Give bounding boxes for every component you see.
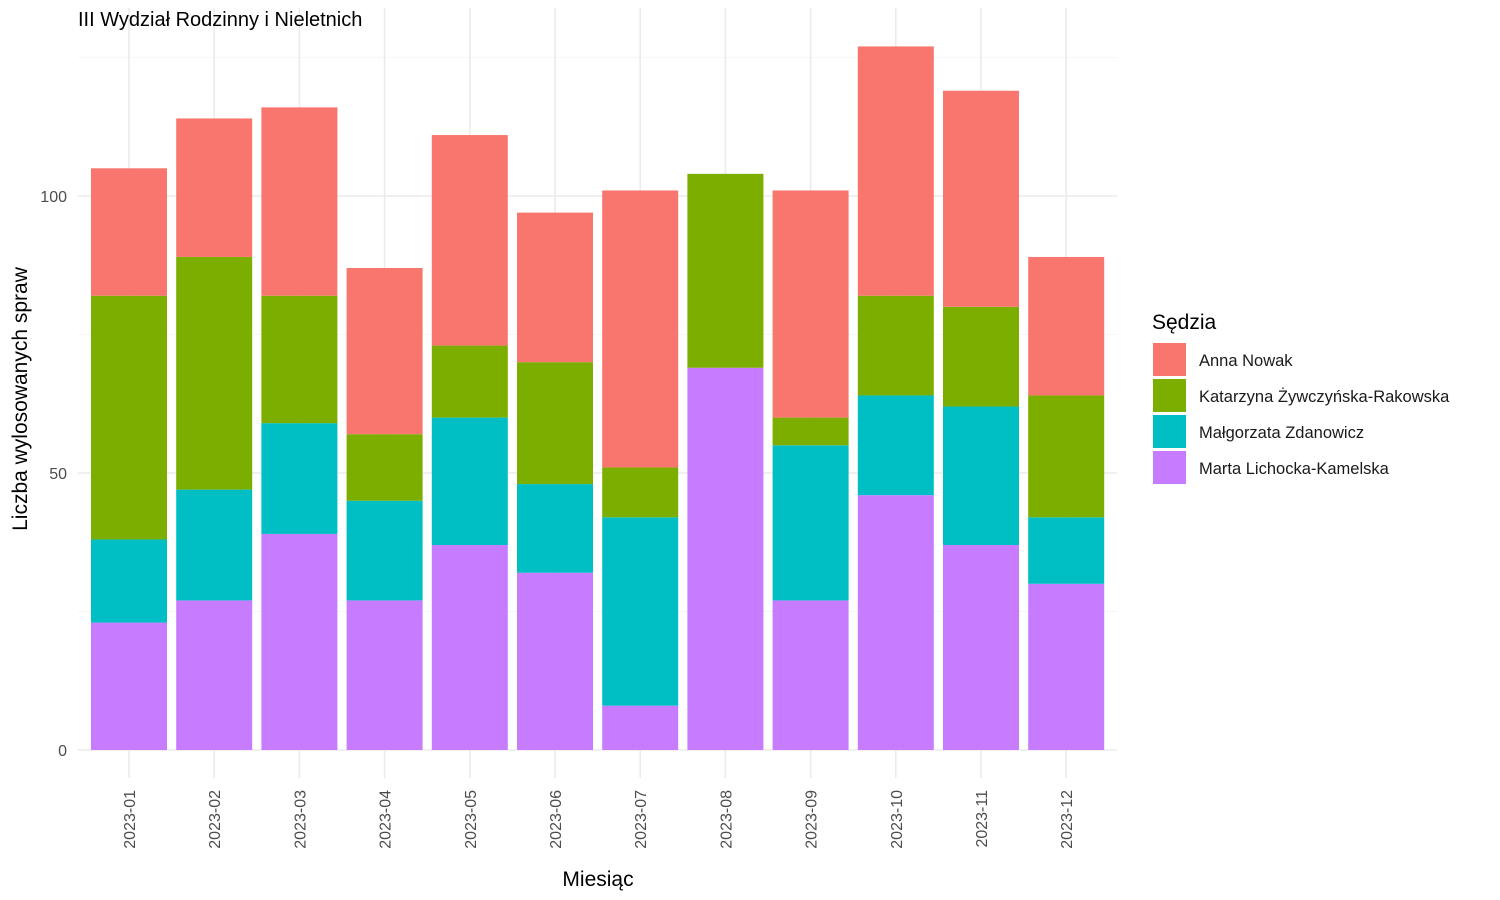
bar-segment [91,622,167,750]
bar-segment [176,600,253,750]
bar-segment [857,495,934,750]
x-axis-ticks: 2023-01 2023-02 2023-03 2023-04 2023-05 2023-… [122,790,1076,849]
legend-label: Anna Nowak [1199,352,1293,370]
x-tick-label: 2023-04 [378,790,395,849]
legend-items: Anna Nowak Katarzyna Żywczyńska-Rakowska M… [1153,343,1450,484]
x-tick-label: 2023-09 [804,790,821,849]
bar-segment [91,539,167,623]
bar-segment [602,467,679,518]
bar-segment [91,295,167,540]
legend-swatch [1153,451,1186,484]
legend-label: Katarzyna Żywczyńska-Rakowska [1199,387,1450,406]
bar-segment [91,168,167,296]
bar-segment [772,445,849,601]
x-tick-label: 2023-03 [292,790,309,849]
bar-segment [687,367,764,750]
bar-segment [346,268,423,435]
bar-segment [1028,395,1105,518]
bar-segment [943,306,1019,407]
bar-segment [517,572,593,750]
x-tick-label: 2023-11 [974,790,991,848]
y-axis-ticks: 0 50 100 [40,189,67,760]
x-tick-label: 2023-10 [889,790,906,849]
bar-segment [517,362,593,485]
bar-segment [346,500,423,601]
bar-segment [1028,256,1105,396]
y-tick-label: 100 [40,189,67,206]
bar-segment [602,190,679,468]
y-tick-label: 50 [49,466,67,483]
bar-segment [857,395,934,496]
bar-segment [176,489,253,601]
y-axis-title: Liczba wylosowanych spraw [9,266,32,531]
x-tick-label: 2023-07 [633,790,650,849]
bar-segment [1028,583,1105,750]
x-axis-title: Miesiąc [562,868,633,891]
bars [91,46,1105,750]
x-tick-label: 2023-02 [207,790,224,849]
legend-label: Małgorzata Zdanowicz [1199,424,1364,442]
bar-segment [176,118,253,257]
bar-segment [943,545,1019,750]
bar-segment [772,417,849,446]
bar-segment [517,484,593,573]
x-tick-label: 2023-06 [548,790,565,849]
bar-segment [431,545,508,750]
bar-segment [261,533,338,750]
bar-segment [431,345,508,418]
bar-segment [261,295,338,424]
bar-segment [517,212,593,363]
bar-segment [176,256,253,490]
bar-segment [772,600,849,750]
legend-label: Marta Lichocka-Kamelska [1199,460,1390,478]
legend-swatch [1153,379,1186,412]
bar-segment [857,295,934,396]
y-tick-label: 0 [58,743,67,760]
x-tick-label: 2023-01 [122,790,139,849]
bar-segment [1028,517,1105,584]
bar-segment [943,406,1019,546]
bar-segment [602,517,679,706]
legend: Sędzia Anna Nowak Katarzyna Żywczyńska-Ra… [1152,311,1450,484]
bar-segment [261,107,338,296]
legend-swatch [1153,415,1186,448]
x-tick-label: 2023-08 [718,790,735,849]
legend-swatch [1153,343,1186,376]
x-tick-label: 2023-05 [463,790,480,849]
bar-segment [687,173,764,368]
bar-segment [602,705,679,750]
bar-segment [261,423,338,534]
legend-title: Sędzia [1152,311,1217,334]
bar-segment [431,135,508,346]
bar-segment [346,600,423,750]
bar-segment [431,417,508,546]
chart-title: III Wydział Rodzinny i Nieletnich [78,9,362,31]
bar-segment [857,46,934,296]
bar-segment [346,434,423,501]
bar-segment [772,190,849,418]
bar-segment [943,90,1019,307]
x-tick-label: 2023-12 [1059,790,1076,849]
